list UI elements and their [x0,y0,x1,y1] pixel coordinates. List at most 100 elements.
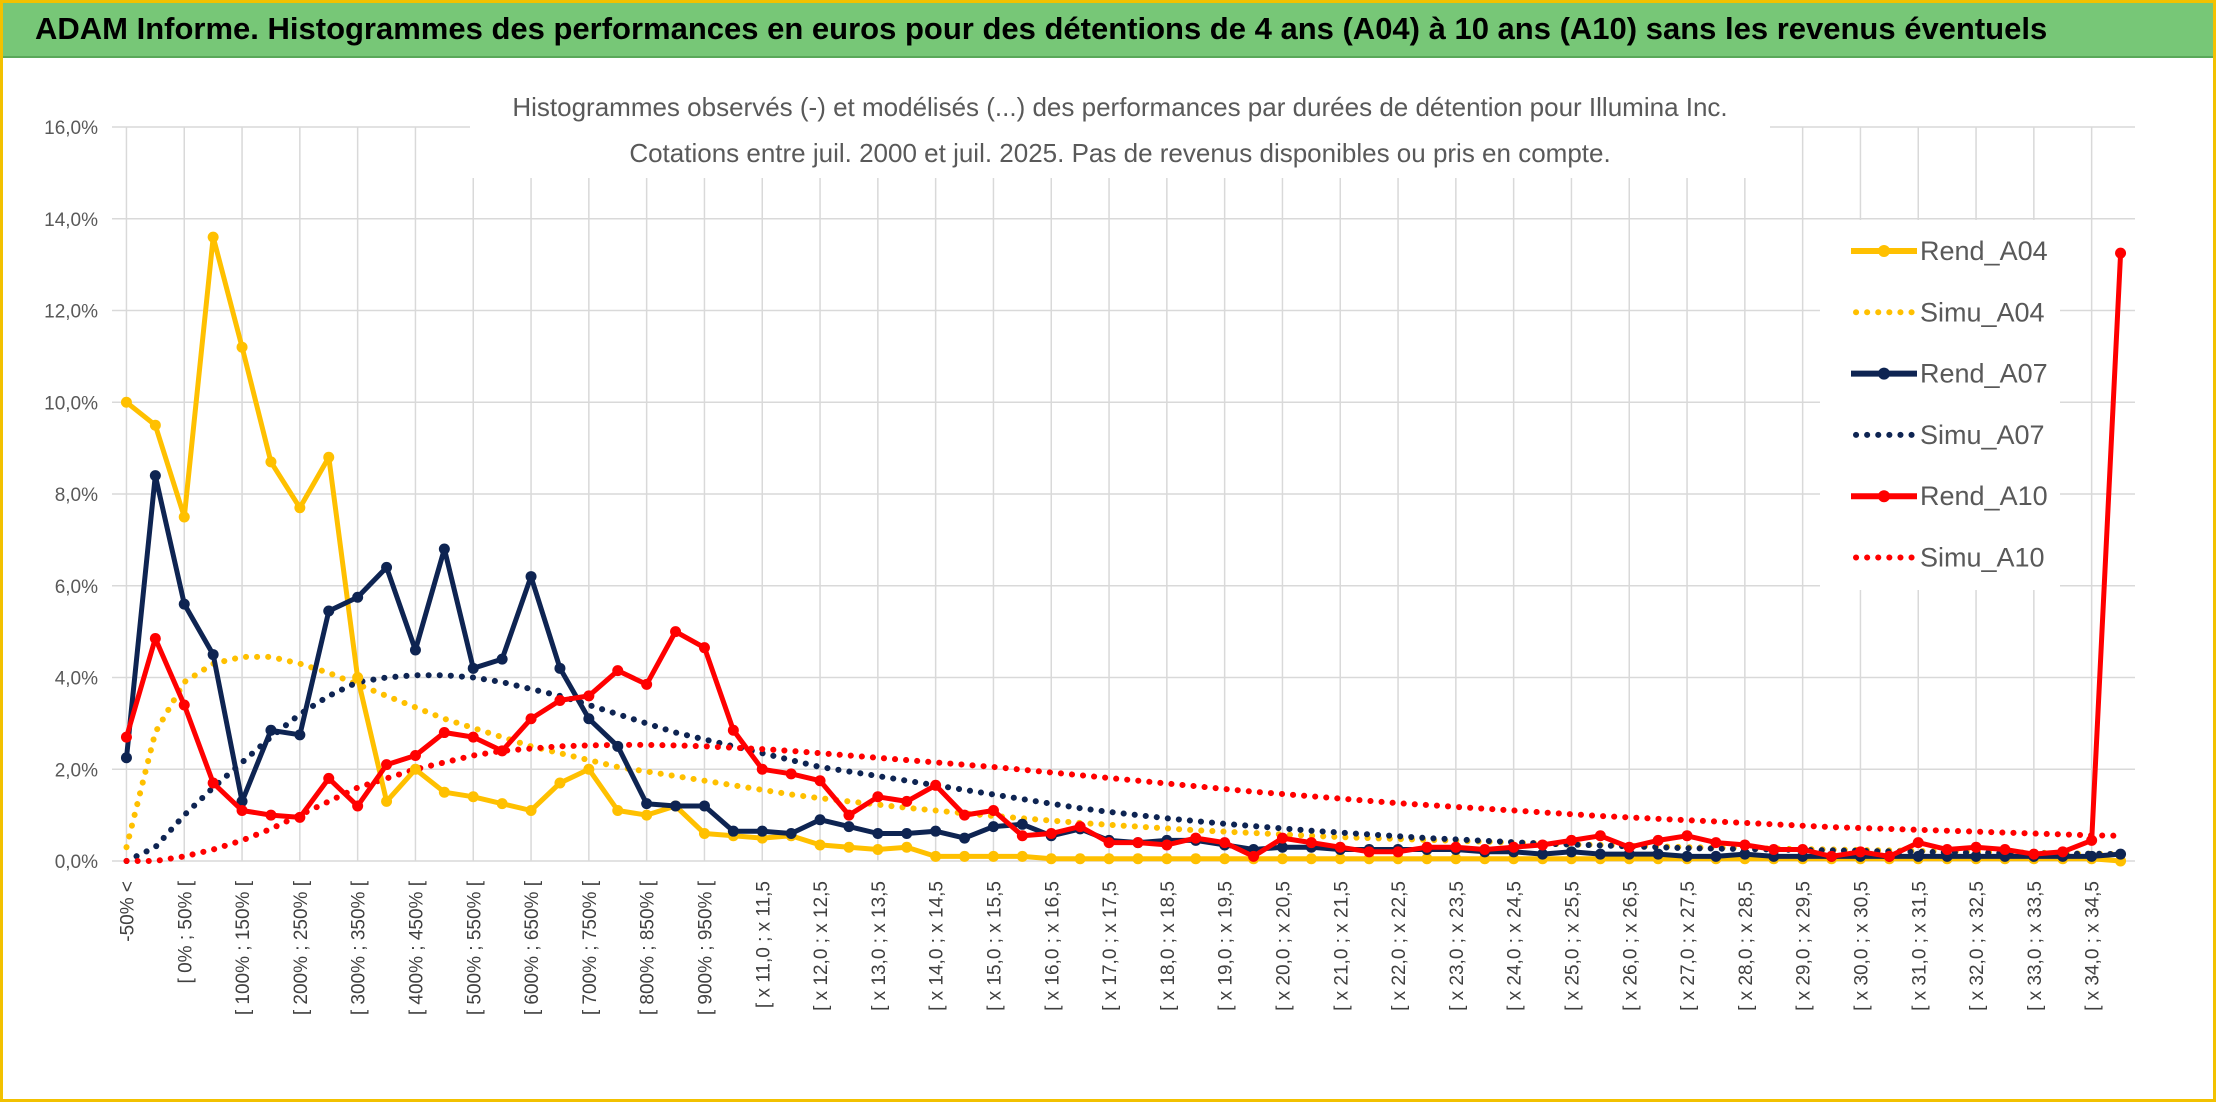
data-point-Rend_A04 [959,850,971,862]
data-point-Rend_A10 [1739,839,1751,851]
series-line-Simu_A04 [123,653,2124,858]
legend-label: Simu_A10 [1920,543,2045,573]
y-tick-label: 10,0% [44,393,98,414]
y-tick-label: 12,0% [44,302,98,323]
data-point-Rend_A10 [149,633,161,645]
data-point-Rend_A10 [1450,841,1462,853]
data-point-Rend_A07 [2115,848,2127,860]
data-point-Rend_A07 [756,825,768,837]
x-tick-label: [ x 16,0 ; x 16,5 [1042,881,1063,1011]
data-point-Rend_A07 [727,825,739,837]
data-point-Rend_A10 [554,694,566,706]
data-point-Rend_A07 [1652,848,1664,860]
data-point-Rend_A04 [554,777,566,789]
y-tick-label: 14,0% [44,210,98,231]
data-point-Rend_A10 [236,805,248,817]
data-point-Rend_A04 [930,850,942,862]
data-point-Rend_A07 [785,827,797,839]
x-tick-label: [ 400% ; 450% [ [406,880,427,1015]
x-tick-label: [ x 23,0 ; x 23,5 [1447,881,1468,1011]
data-point-Rend_A10 [814,775,826,787]
y-tick-label: 6,0% [55,577,98,598]
x-tick-label: [ x 18,0 ; x 18,5 [1158,881,1179,1011]
data-point-Rend_A04 [323,451,335,463]
data-point-Rend_A10 [987,805,999,817]
data-point-Rend_A10 [381,759,393,771]
y-tick-label: 8,0% [55,485,98,506]
data-point-Rend_A04 [525,805,537,817]
x-tick-label: [ x 31,0 ; x 31,5 [1909,881,1930,1011]
data-point-Rend_A10 [1508,841,1520,853]
data-point-Rend_A07 [1681,850,1693,862]
data-point-Rend_A10 [1565,834,1577,846]
series-line-Rend_A10 [124,253,2124,859]
data-point-Rend_A10 [872,791,884,803]
data-point-Rend_A07 [149,470,161,482]
data-point-Rend_A10 [959,809,971,821]
data-point-Rend_A04 [1132,853,1144,865]
data-point-Rend_A04 [496,798,508,810]
data-point-Rend_A10 [1016,830,1028,842]
x-tick-label: [ x 34,0 ; x 34,5 [2083,881,2104,1011]
x-tick-label: [ x 13,0 ; x 13,5 [869,881,890,1011]
data-point-Rend_A10 [1248,850,1260,862]
data-point-Rend_A07 [236,795,248,807]
x-tick-label: [ 500% ; 550% [ [464,880,485,1015]
x-tick-label: [ x 30,0 ; x 30,5 [1851,881,1872,1011]
data-point-Rend_A10 [1479,844,1491,856]
x-tick-label: [ x 27,0 ; x 27,5 [1678,881,1699,1011]
x-tick-label: [ 100% ; 150% [ [233,880,254,1015]
chart-title: Histogrammes observés (-) et modélisés (… [512,92,1727,122]
data-point-Rend_A04 [467,791,479,803]
series-line-Simu_A07 [123,672,2124,864]
title-backdrop [470,86,1770,178]
data-point-Rend_A04 [872,844,884,856]
x-tick-label: [ 600% ; 650% [ [522,880,543,1015]
data-point-Rend_A10 [2028,848,2040,860]
legend-label: Simu_A04 [1920,297,2045,327]
data-point-Rend_A04 [1219,853,1231,865]
legend-marker [1878,490,1890,503]
data-point-Rend_A04 [178,511,190,523]
data-point-Rend_A04 [641,809,653,821]
legend-label: Rend_A10 [1920,481,2048,511]
data-point-Rend_A10 [901,795,913,807]
data-point-Rend_A10 [1710,837,1722,849]
data-point-Rend_A10 [641,678,653,690]
data-point-Rend_A07 [265,724,277,736]
data-point-Rend_A10 [1681,830,1693,842]
x-tick-label: [ x 25,0 ; x 25,5 [1562,881,1583,1011]
data-point-Rend_A10 [1363,846,1375,858]
x-tick-label: [ x 14,0 ; x 14,5 [927,881,948,1011]
data-point-Rend_A07 [959,832,971,844]
x-tick-label: [ x 21,0 ; x 21,5 [1331,881,1352,1011]
data-point-Rend_A07 [1537,848,1549,860]
data-point-Rend_A07 [930,825,942,837]
data-point-Rend_A10 [265,809,277,821]
x-tick-label: [ x 33,0 ; x 33,5 [2025,881,2046,1011]
data-point-Rend_A04 [409,763,421,775]
data-point-Rend_A07 [207,649,219,661]
data-point-Rend_A10 [1219,837,1231,849]
data-point-Rend_A07 [381,561,393,573]
data-point-Rend_A10 [1045,827,1057,839]
data-point-Rend_A10 [1276,832,1288,844]
data-point-Rend_A10 [1305,837,1317,849]
data-point-Rend_A10 [756,763,768,775]
x-tick-label: [ x 20,0 ; x 20,5 [1273,881,1294,1011]
x-tick-label: [ x 19,0 ; x 19,5 [1216,881,1237,1011]
x-tick-label: [ 800% ; 850% [ [638,880,659,1015]
chart-subtitle: Cotations entre juil. 2000 et juil. 2025… [629,138,1610,168]
data-point-Rend_A10 [1826,850,1838,862]
data-point-Rend_A07 [987,821,999,833]
data-point-Rend_A10 [843,809,855,821]
data-point-Rend_A07 [294,729,306,741]
data-point-Rend_A07 [2086,850,2098,862]
x-tick-label: [ x 17,0 ; x 17,5 [1100,881,1121,1011]
data-point-Rend_A07 [1970,850,1982,862]
data-point-Rend_A07 [583,713,595,725]
data-point-Rend_A10 [120,731,132,743]
data-point-Rend_A10 [323,772,335,784]
data-point-Rend_A07 [352,591,364,603]
